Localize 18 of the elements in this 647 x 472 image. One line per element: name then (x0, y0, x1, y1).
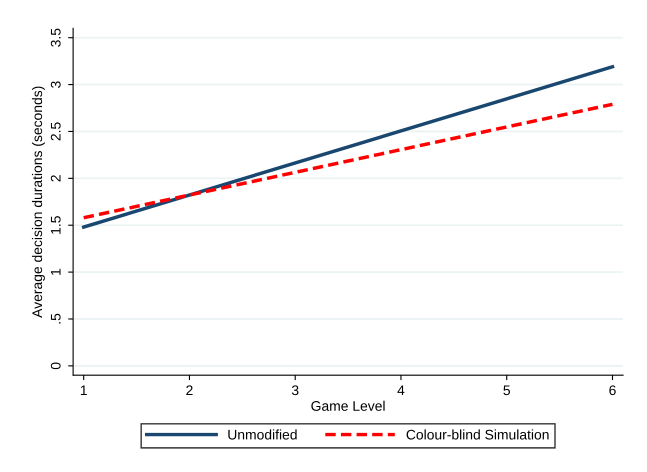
y-tick-label: 3.5 (50, 28, 61, 47)
x-tick-label: 4 (397, 385, 404, 396)
y-axis-title: Average decision durations (seconds) (32, 86, 45, 318)
y-tick-label: .5 (50, 314, 61, 324)
x-tick-label: 6 (609, 385, 616, 396)
x-tick-label: 5 (503, 385, 510, 396)
x-tick-label: 3 (292, 385, 298, 396)
x-tick-label: 1 (80, 385, 87, 396)
y-tick-label: 1 (50, 268, 61, 275)
y-tick-label: 3 (50, 81, 61, 88)
y-tick-label: 2 (50, 175, 61, 182)
legend-label: Colour-blind Simulation (406, 429, 549, 440)
x-axis-title: Game Level (311, 400, 385, 411)
x-tick-label: 2 (186, 385, 193, 396)
y-tick-label: 2.5 (50, 122, 61, 140)
y-tick-label: 1.5 (50, 216, 61, 234)
legend-label: Unmodified (228, 429, 297, 440)
y-tick-label: 0 (50, 362, 61, 370)
